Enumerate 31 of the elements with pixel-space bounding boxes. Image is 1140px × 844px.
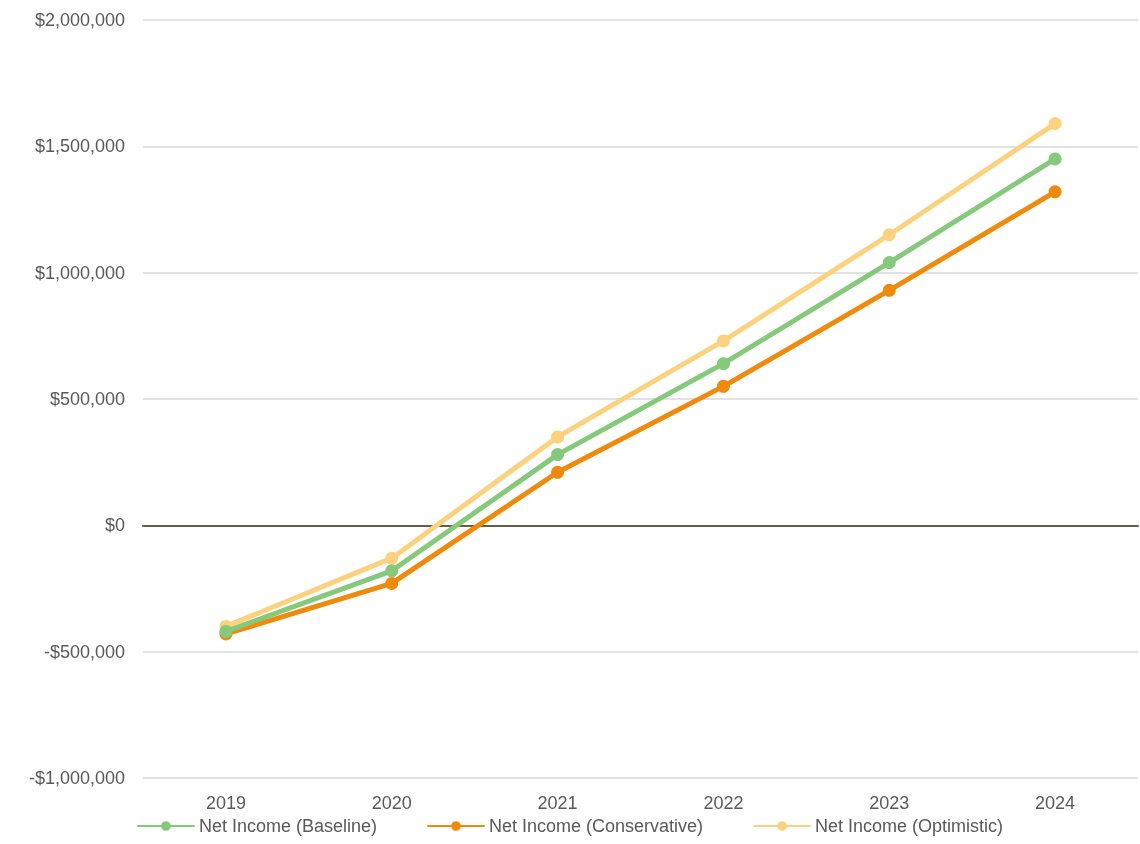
y-tick-label: $0 bbox=[104, 515, 125, 536]
x-tick-label: 2020 bbox=[371, 793, 412, 813]
point bbox=[1048, 152, 1062, 166]
point bbox=[716, 334, 730, 348]
point bbox=[882, 283, 896, 297]
point bbox=[551, 430, 565, 444]
point bbox=[551, 465, 565, 479]
y-tick-label: -$500,000 bbox=[43, 641, 125, 662]
point bbox=[716, 379, 730, 393]
y-tick-label: $1,500,000 bbox=[34, 136, 125, 157]
point bbox=[716, 357, 730, 371]
point bbox=[882, 256, 896, 270]
x-tick-label: 2022 bbox=[703, 793, 744, 813]
x-tick-label: 2019 bbox=[205, 793, 246, 813]
x-tick-label: 2021 bbox=[537, 793, 578, 813]
point bbox=[1048, 185, 1062, 199]
y-tick-label: $2,000,000 bbox=[34, 10, 125, 30]
legend-label: Net Income (Optimistic) bbox=[815, 816, 1004, 836]
legend-label: Net Income (Baseline) bbox=[198, 816, 377, 836]
point bbox=[1048, 117, 1062, 131]
point bbox=[551, 448, 565, 462]
point bbox=[385, 551, 399, 565]
y-tick-label: -$1,000,000 bbox=[28, 768, 125, 788]
point bbox=[385, 576, 399, 590]
y-tick-label: $1,000,000 bbox=[34, 262, 125, 283]
x-tick-label: 2023 bbox=[869, 793, 910, 813]
legend-label: Net Income (Conservative) bbox=[488, 816, 704, 836]
x-tick-label: 2024 bbox=[1035, 793, 1076, 813]
point bbox=[385, 564, 399, 578]
y-tick-label: $500,000 bbox=[49, 389, 125, 409]
point bbox=[882, 228, 896, 242]
